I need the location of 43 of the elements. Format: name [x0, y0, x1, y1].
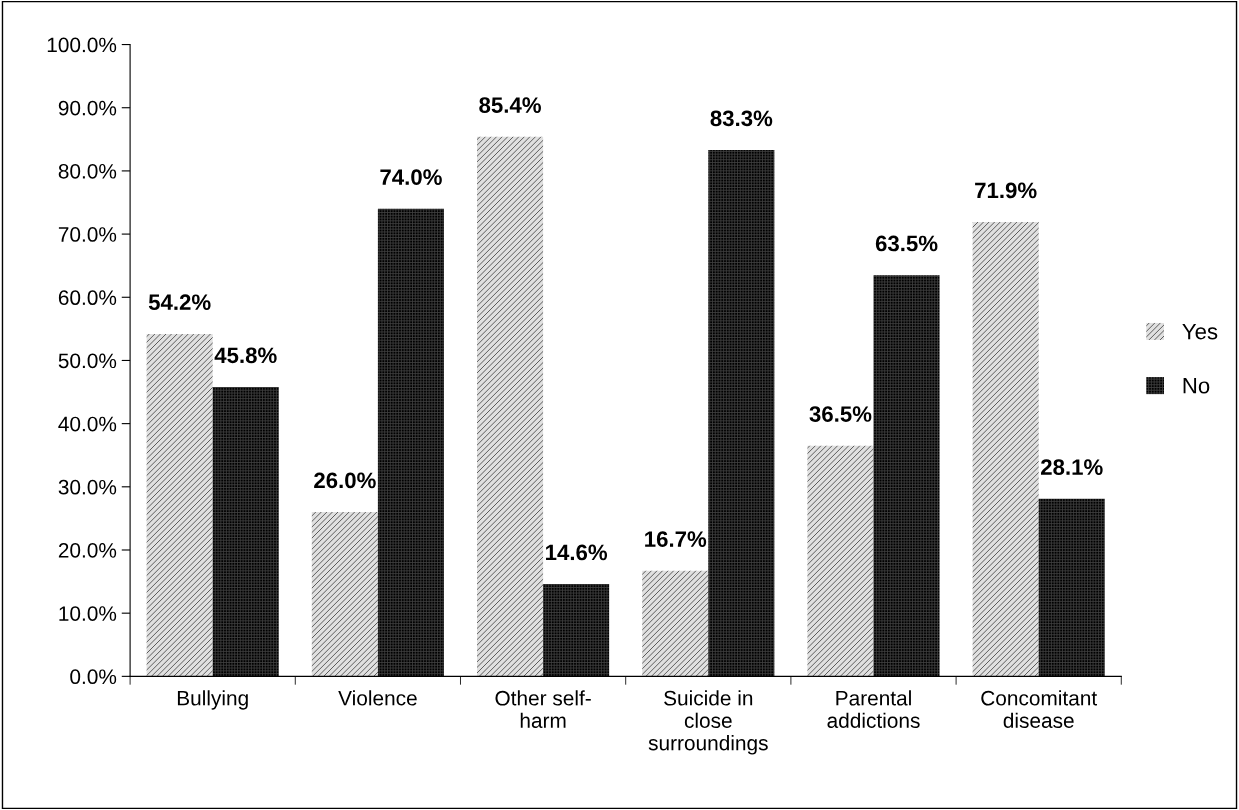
bar [708, 150, 775, 677]
data-label: 28.1% [1041, 459, 1103, 475]
bar [807, 445, 874, 677]
x-tick-label: Parental addictions [827, 690, 920, 728]
y-tick-label: 80.0% [58, 163, 117, 179]
bar [543, 584, 610, 677]
y-tick-label: 60.0% [58, 290, 117, 306]
data-label: 16.7% [645, 531, 707, 547]
data-label: 14.6% [546, 544, 608, 561]
data-label: 54.2% [148, 294, 211, 311]
data-label: 85.4% [479, 97, 541, 113]
bar [146, 333, 213, 677]
bar [1038, 498, 1105, 677]
x-tick-label: Concomitant disease [981, 690, 1098, 728]
data-label: 36.5% [809, 406, 872, 422]
data-label: 83.3% [710, 110, 773, 127]
y-tick-label: 90.0% [58, 100, 117, 116]
bar [212, 386, 279, 677]
bar [873, 275, 940, 677]
bar [477, 136, 544, 677]
x-tick-label: Violence [338, 690, 417, 706]
data-label: 74.0% [380, 169, 442, 185]
data-label: 71.9% [975, 182, 1037, 199]
x-tick-label: Suicide in close surroundings [648, 690, 768, 755]
data-label: 63.5% [875, 235, 938, 252]
y-tick-label: 20.0% [58, 542, 117, 558]
legend-label: Yes [1182, 323, 1218, 340]
y-tick-label: 30.0% [58, 479, 117, 495]
x-tick-label: Bullying [177, 690, 248, 710]
x-tick-label: Other self- harm [495, 690, 591, 728]
legend-label: No [1183, 378, 1210, 394]
y-tick-label: 70.0% [58, 227, 117, 242]
y-tick-label: 100.0% [47, 37, 117, 53]
y-tick-label: 50.0% [58, 353, 117, 369]
y-tick-label: 0.0% [70, 669, 117, 685]
bar [377, 208, 444, 677]
data-label: 26.0% [314, 472, 376, 489]
y-tick-label: 40.0% [58, 416, 117, 432]
data-label: 45.8% [214, 347, 277, 364]
y-tick-label: 10.0% [59, 606, 117, 621]
bar [642, 570, 709, 677]
bar [311, 512, 378, 677]
bar [972, 222, 1039, 677]
